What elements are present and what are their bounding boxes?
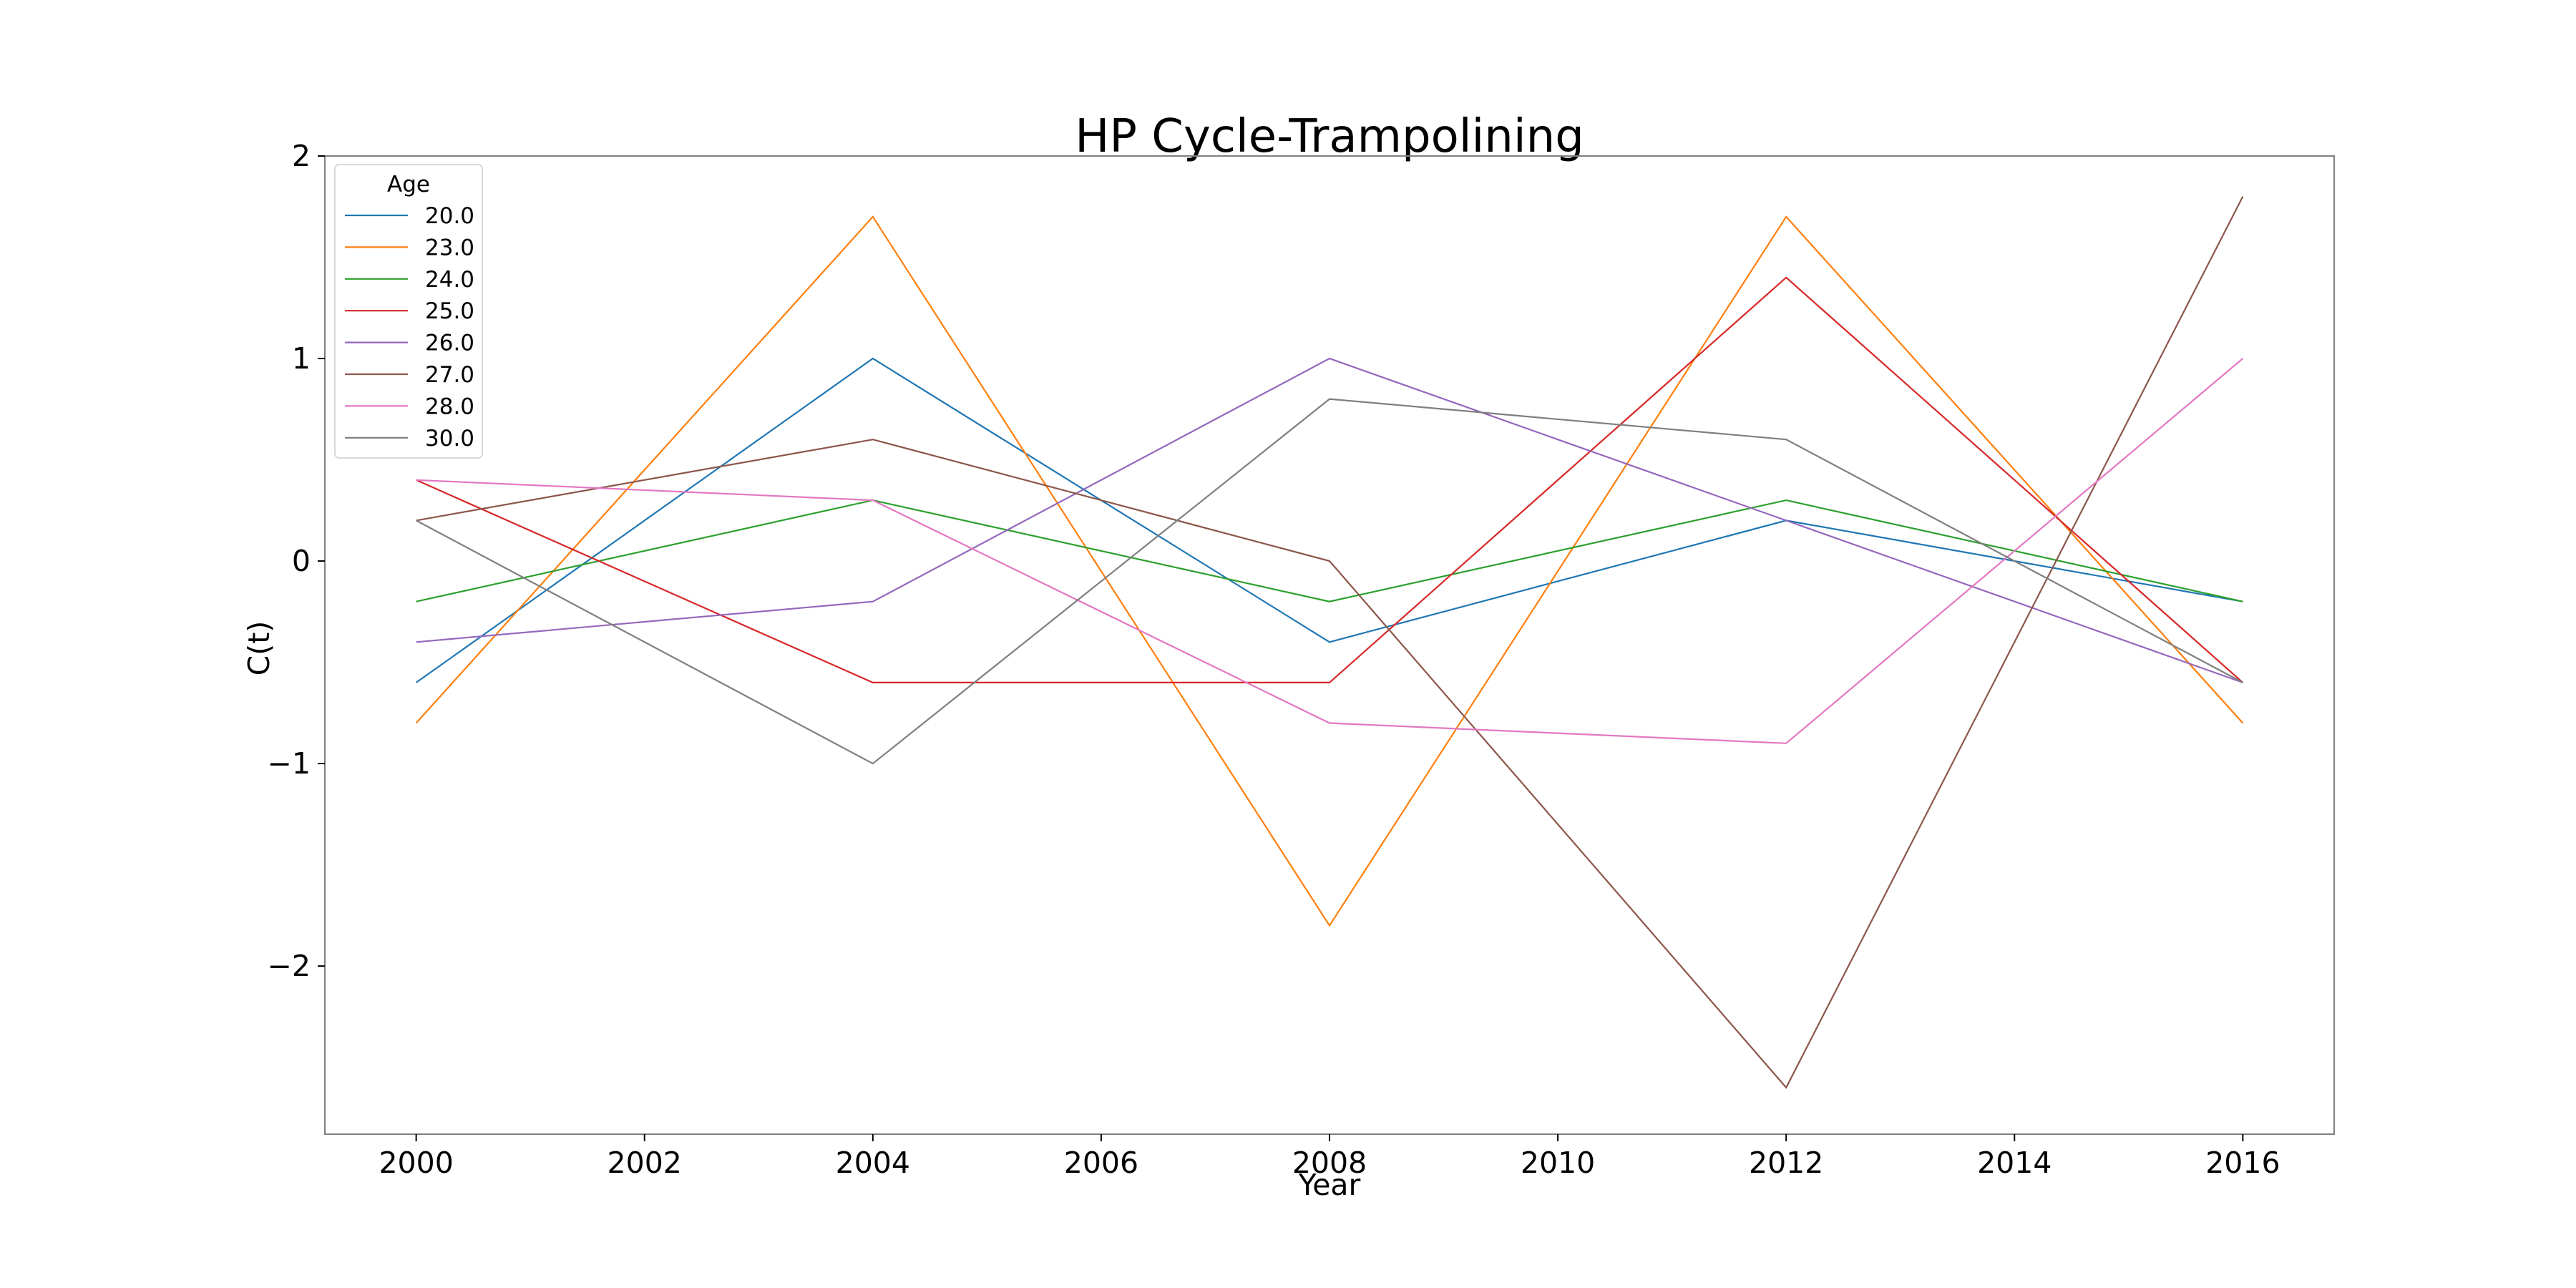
x-tick-label: 2008 (1292, 1146, 1367, 1180)
series-line-20-0 (415, 357, 2243, 683)
chart-title: HP Cycle-Trampolining (1075, 110, 1584, 163)
legend: Age 20.0 23.0 24.0 25.0 26.0 27.0 28.0 30.0 (334, 164, 483, 459)
x-tick-label: 2002 (608, 1146, 682, 1180)
x-tick-label: 2000 (379, 1146, 453, 1180)
x-tick-label: 2006 (1064, 1146, 1138, 1180)
series-line-24-0 (416, 499, 2243, 602)
legend-label: 26.0 (425, 331, 474, 356)
series-layer (415, 196, 2244, 1089)
y-tick-label: 0 (292, 544, 311, 578)
x-axis-label: Year (1298, 1168, 1361, 1202)
x-tick-label: 2010 (1521, 1146, 1595, 1180)
x-tick-label: 2014 (1977, 1146, 2051, 1180)
y-tick-label: −1 (268, 746, 311, 781)
series-line-23-0 (415, 215, 2244, 927)
series-line-28-0 (416, 358, 2244, 744)
legend-label: 20.0 (425, 203, 474, 229)
legend-title: Age (387, 172, 430, 197)
x-tick-label: 2012 (1749, 1146, 1823, 1180)
x-tick-label: 2016 (2205, 1146, 2280, 1180)
legend-label: 24.0 (425, 267, 474, 293)
x-axis: 2000 2002 2004 2006 2008 2010 2012 2014 2016 (379, 1134, 2280, 1180)
legend-box (334, 164, 483, 459)
y-tick-label: 1 (292, 341, 311, 376)
legend-label: 23.0 (425, 235, 474, 260)
plot-frame (324, 155, 2335, 1135)
series-line-25-0 (416, 276, 2244, 684)
y-axis-label: C(t) (242, 621, 276, 676)
series-line-27-0 (416, 196, 2244, 1089)
series-line-26-0 (416, 357, 2243, 683)
x-tick-label: 2004 (836, 1146, 910, 1180)
legend-label: 30.0 (425, 426, 474, 452)
plot-area (324, 155, 2335, 1135)
y-tick-label: −2 (268, 949, 311, 983)
y-axis: −2 −1 0 1 2 (268, 139, 325, 983)
legend-entries: 20.0 23.0 24.0 25.0 26.0 27.0 28.0 30.0 (345, 203, 474, 452)
legend-label: 28.0 (425, 394, 474, 419)
y-tick-label: 2 (292, 139, 311, 173)
legend-label: 27.0 (425, 362, 474, 388)
series-line-30-0 (416, 398, 2243, 765)
legend-label: 25.0 (425, 298, 474, 324)
